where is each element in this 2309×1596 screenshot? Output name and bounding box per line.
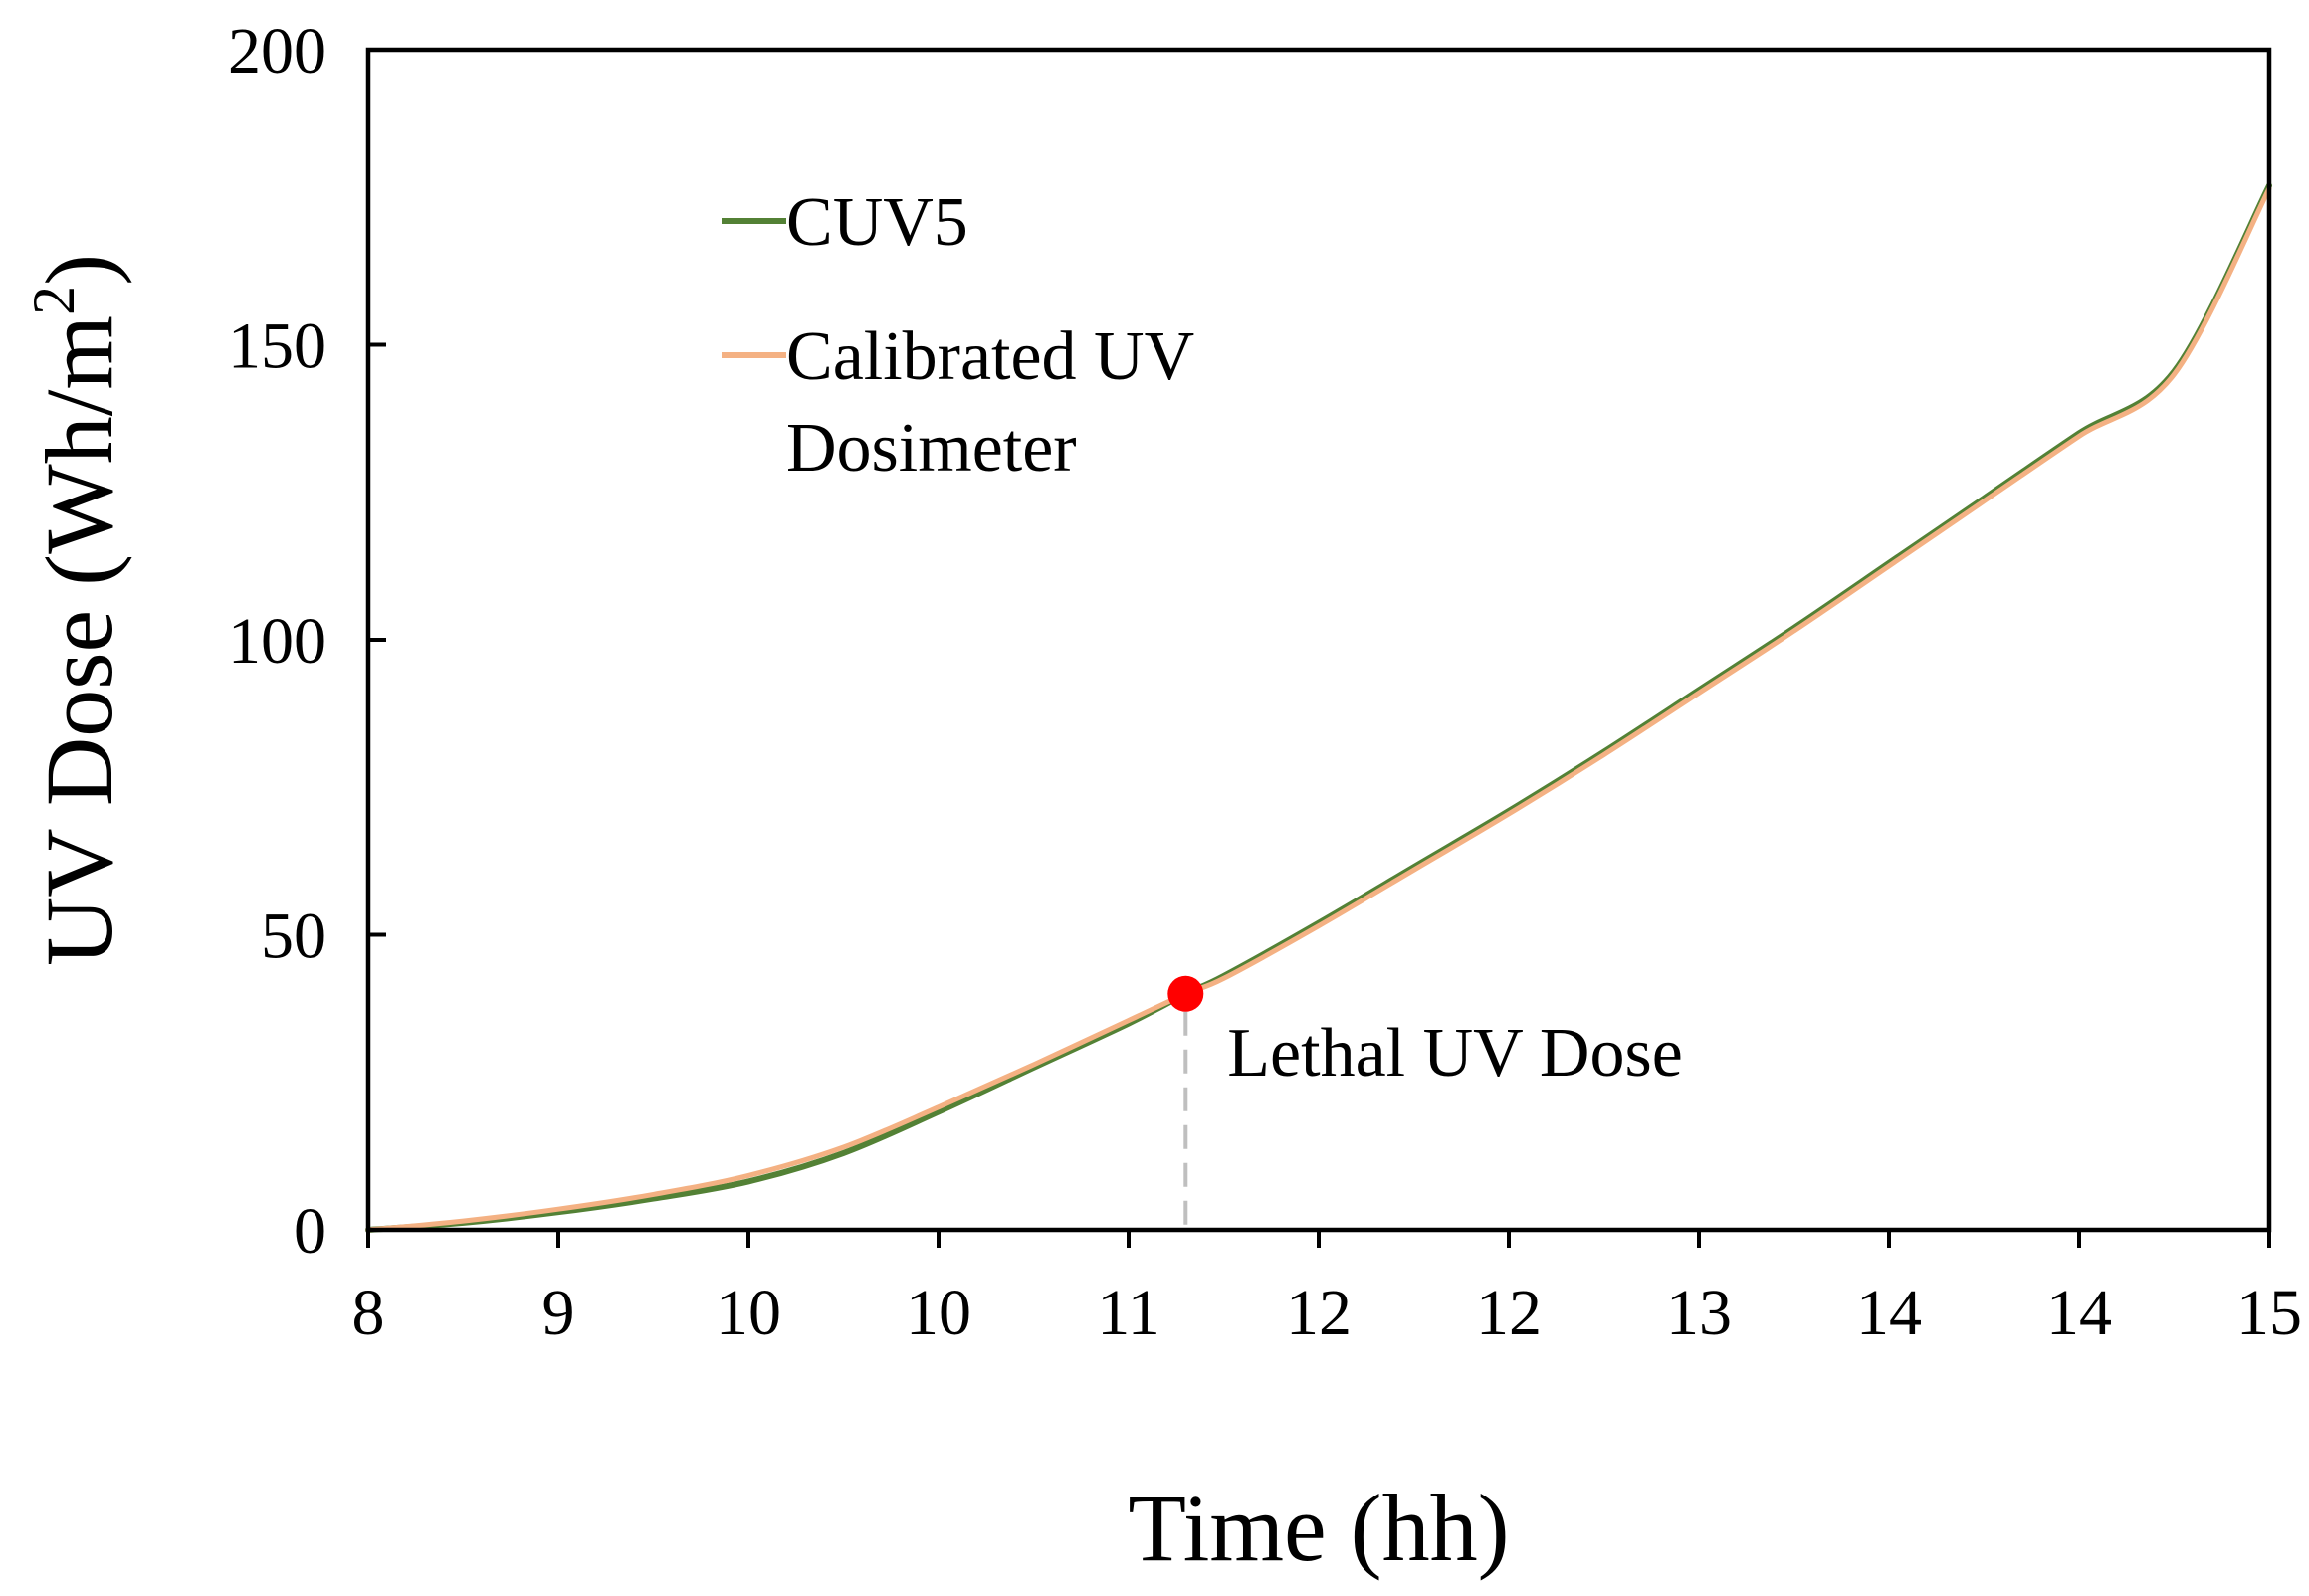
x-tick-label: 10: [906, 1277, 971, 1349]
legend-label-calibrated-uv-dosimeter: Calibrated UV: [786, 318, 1194, 395]
lethal-dose-label: Lethal UV Dose: [1227, 1015, 1683, 1092]
x-axis-ticks: 8 9 10 10 11 12 12 13 14 14 15: [352, 1230, 2302, 1349]
lethal-dose-marker: [1167, 975, 1204, 1012]
x-axis-title: Time (hh): [1128, 1475, 1509, 1581]
x-tick-label: 15: [2236, 1277, 2302, 1349]
series-line-calibrated-uv-dosimeter: [365, 185, 2272, 1233]
x-tick-label: 12: [1286, 1277, 1352, 1349]
annotation-layer: Lethal UV Dose: [1167, 975, 1683, 1230]
x-tick-label: 10: [716, 1277, 781, 1349]
y-axis-title-main: UV Dose (Wh/m: [26, 315, 132, 966]
x-tick-label: 11: [1097, 1277, 1160, 1349]
y-tick-label: 0: [294, 1195, 326, 1268]
y-axis-title: UV Dose (Wh/m2): [21, 254, 132, 966]
legend-label-calibrated-uv-dosimeter: Dosimeter: [786, 410, 1077, 487]
legend-label-cuv5: CUV5: [786, 184, 968, 261]
y-axis-ticks: 0 50 100 150 200: [228, 15, 386, 1268]
x-tick-label: 9: [542, 1277, 575, 1349]
y-tick-label: 100: [228, 605, 326, 678]
y-tick-label: 150: [228, 310, 326, 383]
x-tick-label: 14: [1856, 1277, 1922, 1349]
x-tick-label: 13: [1666, 1277, 1732, 1349]
legend: CUV5 Calibrated UV Dosimeter: [722, 184, 1194, 487]
y-tick-label: 200: [228, 15, 326, 88]
x-tick-label: 8: [352, 1277, 385, 1349]
x-tick-label: 14: [2046, 1277, 2112, 1349]
x-tick-label: 12: [1476, 1277, 1542, 1349]
y-axis-title-close: ): [26, 254, 132, 286]
y-axis-title-superscript: 2: [21, 286, 87, 315]
series-layer: [365, 182, 2272, 1233]
y-tick-label: 50: [261, 900, 326, 973]
